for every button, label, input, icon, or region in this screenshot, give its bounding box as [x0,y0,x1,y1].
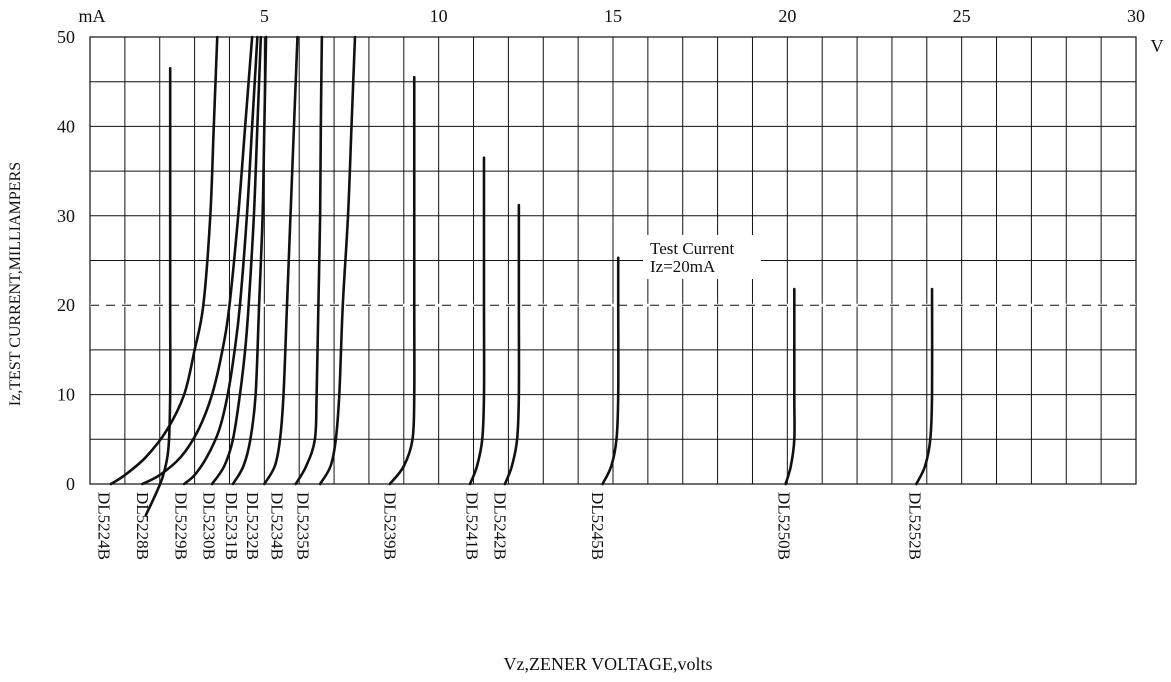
device-label: DL5228B [133,492,152,560]
device-label: DL5224B [95,492,114,560]
curve-dl5232b [231,35,268,486]
x-axis-title: Vz,ZENER VOLTAGE,volts [503,654,712,674]
x-unit-label: V [1151,36,1164,56]
y-tick-label: 20 [57,295,75,315]
device-label: DL5235B [293,492,312,560]
curve-dl5235b [294,35,324,486]
curve-dl5235b-hidden [318,35,357,486]
device-label: DL5250B [775,492,794,560]
curve-dl5229b [144,66,172,517]
y-tick-label: 50 [57,27,75,47]
curve-dl5242b [503,203,521,486]
annotation-line2: Iz=20mA [650,257,716,276]
x-tick-label: 15 [604,6,622,26]
device-label: DL5241B [463,492,482,560]
curve-dl5239b [388,75,416,486]
y-tick-label: 30 [57,206,75,226]
curve-dl5245b [601,256,620,486]
device-label: DL5252B [905,492,924,560]
y-unit-label: mA [79,6,106,26]
device-label: DL5234B [267,492,286,560]
annotation-line1: Test Current [650,239,735,258]
annotation-box [643,235,761,279]
x-tick-label: 10 [430,6,448,26]
device-label: DL5242B [490,492,509,560]
device-label: DL5229B [171,492,190,560]
curves [109,35,934,517]
curve-dl5241b [468,156,486,486]
y-tick-label: 10 [57,385,75,405]
curve-dl5228b [141,35,254,486]
x-tick-label: 20 [778,6,796,26]
curve-dl5250b [784,287,796,486]
y-tick-label: 40 [57,116,75,136]
device-label: DL5230B [199,492,218,560]
x-tick-label: 30 [1127,6,1145,26]
curve-dl5231b [210,35,263,486]
axes: 5 10 15 20 25 30 0 10 20 30 40 50 DL5224B DL5228B DL52… [57,6,1145,560]
x-tick-label: 25 [953,6,971,26]
device-label: DL5232B [243,492,262,560]
curve-dl5234b [263,35,299,486]
x-tick-label: 5 [260,6,269,26]
curve-dl5252b [915,287,934,486]
plot-frame [89,36,1137,485]
curve-dl5224b [109,35,219,486]
device-label: DL5245B [588,492,607,560]
y-tick-label: 0 [66,474,75,494]
y-axis-title: Iz,TEST CURRENT,MILLIAMPERS [7,162,24,406]
device-label: DL5231B [222,492,241,560]
curve-dl5230b [182,35,259,486]
device-label: DL5239B [381,492,400,560]
